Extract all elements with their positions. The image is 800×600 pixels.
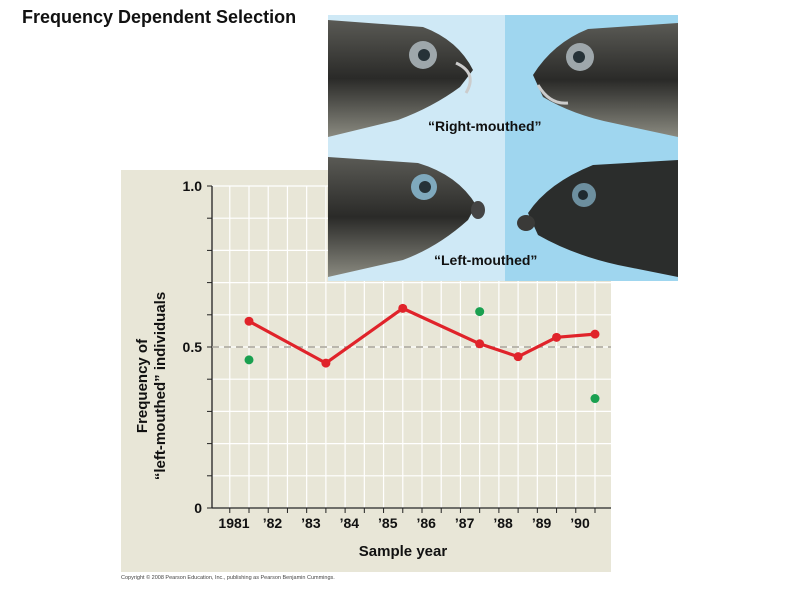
data-point-red xyxy=(552,332,562,342)
copyright-notice: Copyright © 2008 Pearson Education, Inc.… xyxy=(121,575,335,581)
left-mouthed-label: “Left-mouthed” xyxy=(434,252,538,268)
fish-head-top-right xyxy=(533,23,678,137)
x-tick-label: ’85 xyxy=(378,515,398,531)
fish-head-bottom-right xyxy=(517,160,678,277)
data-point-red xyxy=(398,303,408,313)
x-tick-label: ’90 xyxy=(570,515,590,531)
y-tick-label: 0 xyxy=(194,500,202,516)
x-tick-label: ’87 xyxy=(455,515,475,531)
fish-head-bottom-left xyxy=(328,157,485,277)
fish-head-top-left xyxy=(328,20,473,137)
data-point-red xyxy=(244,316,254,326)
x-tick-label: ’82 xyxy=(263,515,283,531)
tick-labels: 1981 ’82 ’83 ’84 ’85 ’86 ’87 ’88 ’89 ’90 1.0 0.5 0 xyxy=(183,178,590,531)
y-axis-label-line-2: “left-mouthed” individuals xyxy=(152,292,169,480)
slide-title: Frequency Dependent Selection xyxy=(22,7,297,27)
data-point-green xyxy=(244,355,254,365)
data-point-red xyxy=(475,339,485,349)
x-tick-label: ’88 xyxy=(493,515,513,531)
x-tick-label: ’86 xyxy=(416,515,436,531)
y-tick-label: 1.0 xyxy=(183,178,203,194)
right-mouthed-label: “Right-mouthed” xyxy=(428,118,542,134)
data-point-red xyxy=(321,358,331,368)
x-tick-label: 1981 xyxy=(218,515,249,531)
series-group xyxy=(244,303,600,404)
x-tick-label: ’83 xyxy=(301,515,321,531)
x-tick-label: ’84 xyxy=(340,515,360,531)
x-axis-label: Sample year xyxy=(359,543,448,560)
x-tick-label: ’89 xyxy=(532,515,552,531)
data-point-red xyxy=(513,352,523,362)
data-point-red xyxy=(590,329,600,339)
data-point-green xyxy=(590,394,600,404)
data-point-green xyxy=(475,307,485,317)
fish-heads-illustration xyxy=(328,20,678,277)
fish-photo-panel: “Right-mouthed” “Left-mouthed” xyxy=(328,15,678,281)
y-tick-label: 0.5 xyxy=(183,339,203,355)
y-axis-label-line-1: Frequency of xyxy=(134,338,151,433)
